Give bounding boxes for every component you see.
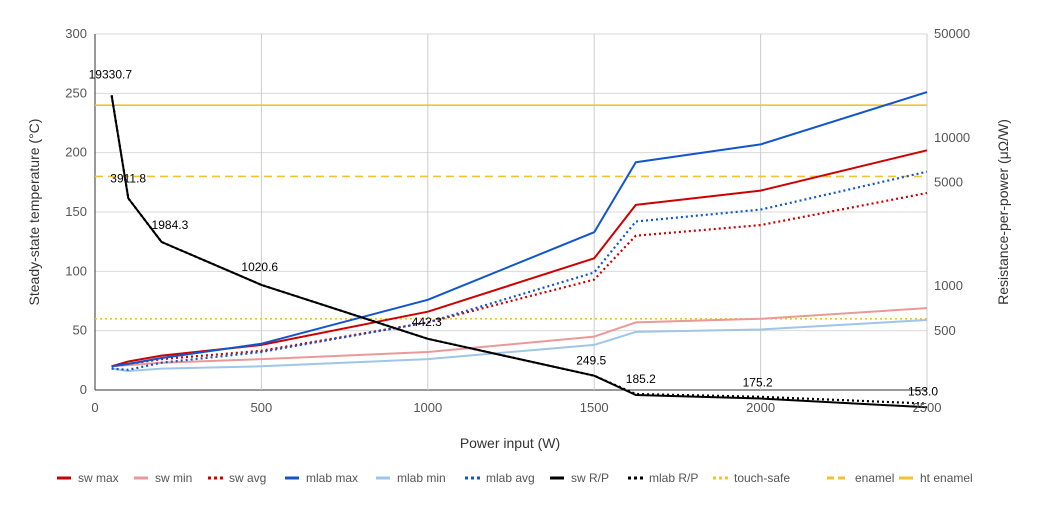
data-label: 249.5 xyxy=(576,354,606,368)
data-label: 153.0 xyxy=(908,384,938,398)
x-tick-label: 1500 xyxy=(580,400,609,415)
tick-labels: 0 50 100 150 200 250 300 0 500 1000 1500 2000 2500 50… xyxy=(65,26,970,415)
legend: sw max sw min sw avg mlab max mlab min mlab a… xyxy=(57,471,973,485)
y-tick-label: 150 xyxy=(65,204,87,219)
legend-label: mlab R/P xyxy=(649,471,698,485)
series-sw-avg xyxy=(111,191,928,368)
legend-label: ht enamel xyxy=(920,471,973,485)
series-mlab-min xyxy=(111,319,928,372)
legend-label: touch-safe xyxy=(734,471,790,485)
x-tick-label: 1000 xyxy=(413,400,442,415)
data-label: 3911.8 xyxy=(110,171,146,185)
x-tick-label: 2000 xyxy=(746,400,775,415)
data-label: 185.2 xyxy=(626,372,656,386)
data-label: 19330.7 xyxy=(89,67,133,81)
series-sw-r-p xyxy=(110,95,928,409)
x-tick-label: 0 xyxy=(91,400,98,415)
legend-label: sw R/P xyxy=(571,471,609,485)
y2-tick-label: 1000 xyxy=(934,278,963,293)
series-mlab-avg xyxy=(111,170,928,371)
legend-item: sw min xyxy=(134,471,192,485)
legend-item: enamel xyxy=(827,471,894,485)
series-group xyxy=(110,91,928,409)
legend-item: mlab max xyxy=(285,471,358,485)
y2-tick-label: 500 xyxy=(934,323,956,338)
legend-item: sw avg xyxy=(208,471,266,485)
legend-label: mlab max xyxy=(306,471,358,485)
series-mlab-r-p xyxy=(110,95,928,405)
legend-item: sw R/P xyxy=(550,471,609,485)
series-sw-max xyxy=(111,149,928,368)
legend-item: mlab min xyxy=(376,471,446,485)
data-label: 175.2 xyxy=(743,376,773,390)
y-tick-label: 50 xyxy=(73,323,87,338)
series-mlab-max xyxy=(111,91,928,368)
legend-item: mlab R/P xyxy=(628,471,698,485)
y2-tick-label: 10000 xyxy=(934,130,970,145)
y-axis-title: Steady-state temperature (°C) xyxy=(26,119,42,306)
legend-label: enamel xyxy=(855,471,894,485)
y2-tick-label: 5000 xyxy=(934,174,963,189)
y2-axis-title: Resistance-per-power (μΩ/W) xyxy=(995,119,1011,305)
series-sw-min xyxy=(111,307,928,368)
data-label: 1020.6 xyxy=(241,260,278,274)
data-label: 1984.3 xyxy=(152,218,189,232)
legend-label: sw max xyxy=(78,471,119,485)
y-tick-label: 250 xyxy=(65,85,87,100)
legend-label: sw avg xyxy=(229,471,266,485)
legend-item: sw max xyxy=(57,471,119,485)
legend-item: touch-safe xyxy=(713,471,790,485)
y2-tick-label: 50000 xyxy=(934,26,970,41)
reference-lines xyxy=(95,104,927,320)
x-tick-label: 500 xyxy=(251,400,273,415)
grid xyxy=(94,33,928,391)
data-label: 442.3 xyxy=(412,315,442,329)
x-axis-title: Power input (W) xyxy=(460,435,560,451)
y-tick-label: 300 xyxy=(65,26,87,41)
x-tick-label: 2500 xyxy=(913,400,942,415)
legend-label: mlab avg xyxy=(486,471,535,485)
legend-label: sw min xyxy=(155,471,192,485)
legend-item: mlab avg xyxy=(465,471,535,485)
data-labels: 19330.7 3911.8 1984.3 1020.6 442.3 249.5 185.2… xyxy=(89,67,939,398)
legend-item: ht enamel xyxy=(899,471,973,485)
y-tick-label: 100 xyxy=(65,263,87,278)
y-tick-label: 200 xyxy=(65,145,87,160)
legend-label: mlab min xyxy=(397,471,446,485)
y-tick-label: 0 xyxy=(80,382,87,397)
